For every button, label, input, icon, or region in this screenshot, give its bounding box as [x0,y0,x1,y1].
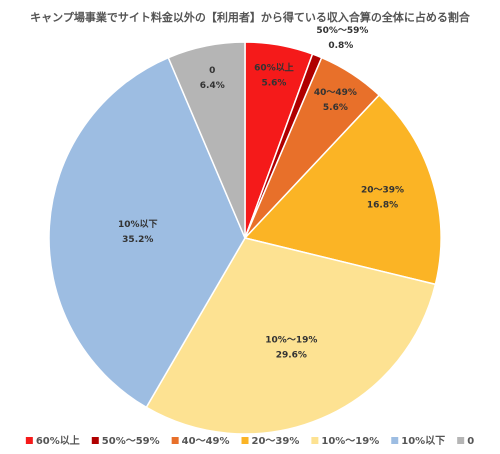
legend-swatch [391,437,399,444]
legend-swatch [311,437,319,444]
legend-swatch [25,437,33,444]
slice-category-label: 20～39% [361,186,404,196]
slice-value-label: 35.2% [122,235,153,245]
pie-slice [48,56,246,409]
slice-value-label: 5.6% [261,79,286,89]
slice-category-label: 60%以上 [254,62,294,74]
legend: 60%以上 50%～59% 40～49% 20～39% 10%～19% 10%以下 0 [25,434,474,447]
pie-slice [243,94,442,286]
slice-value-label: 0.8% [328,41,353,51]
slice-value-label: 6.4% [200,81,225,91]
slice-value-label: 29.6% [276,350,307,360]
slice-value-label: 16.8% [367,201,398,211]
legend-label: 10%以下 [401,435,445,447]
legend-swatch [457,437,465,444]
slice-category-label: 50%～59% [316,26,368,36]
legend-swatch [241,437,249,444]
legend-swatch [91,437,99,444]
pie-slice [145,237,437,435]
slice-category-label: 10%以下 [118,219,158,230]
slice-category-label: 40～49% [314,88,357,98]
slice-category-label: 0 [209,66,215,76]
legend-label: 50%～59% [102,436,160,447]
slice-category-label: 10%～19% [265,335,317,345]
legend-swatch [171,437,179,444]
slice-value-label: 5.6% [323,103,348,113]
legend-label: 60%以上 [36,434,80,447]
pie-slice [167,41,246,239]
legend-label: 40～49% [182,436,230,447]
legend-label: 10%～19% [321,436,379,447]
legend-label: 0 [467,436,474,447]
legend-label: 20～39% [252,436,300,447]
chart-title: キャンプ場事業でサイト料金以外の【利用者】から得ている収入合算の全体に占める割合 [30,10,471,24]
